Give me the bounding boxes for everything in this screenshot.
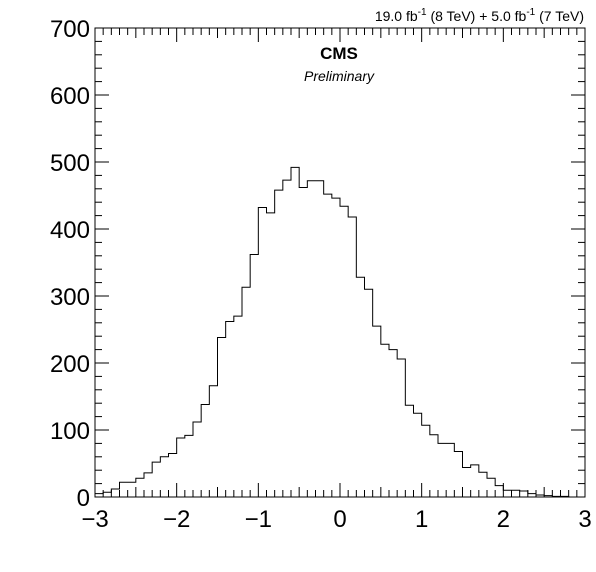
plot-frame	[94, 27, 586, 498]
y-tick-label: 700	[50, 16, 90, 43]
x-tick-label: −1	[245, 506, 272, 533]
experiment-label: CMS	[320, 44, 358, 63]
x-tick-label: 3	[578, 506, 591, 533]
y-tick-label: 500	[50, 150, 90, 177]
x-tick-label: −2	[163, 506, 190, 533]
tick-labels: −3 −2 −1 0 1 2 3 0 100 200 300 400 500 600 700	[50, 16, 592, 533]
y-tick-label: 0	[77, 485, 90, 512]
y-tick-label: 300	[50, 284, 90, 311]
x-tick-label: 2	[497, 506, 510, 533]
y-tick-label: 100	[50, 418, 90, 445]
x-tick-label: 0	[333, 506, 346, 533]
x-tick-label: 1	[415, 506, 428, 533]
y-tick-label: 600	[50, 83, 90, 110]
axes-ticks	[94, 27, 586, 498]
x-tick-label: −3	[81, 506, 108, 533]
status-label: Preliminary	[304, 68, 375, 84]
luminosity-label: 19.0 fb-1 (8 TeV) + 5.0 fb-1 (7 TeV)	[375, 7, 584, 24]
y-tick-label: 400	[50, 217, 90, 244]
histogram-line	[95, 166, 585, 498]
y-tick-label: 200	[50, 351, 90, 378]
